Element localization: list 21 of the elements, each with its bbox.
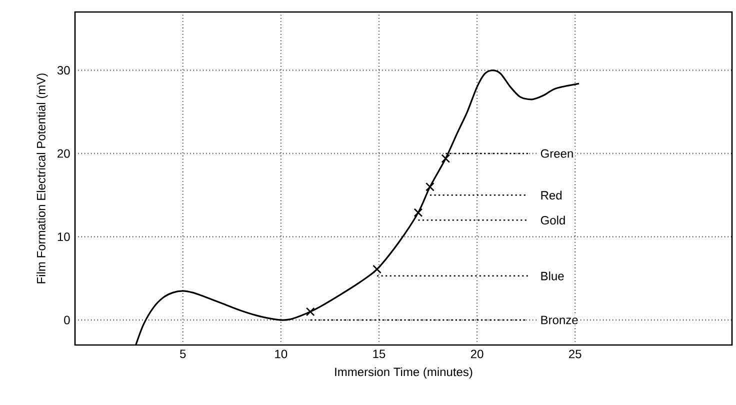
x-tick-label: 5 [180, 350, 186, 358]
point [426, 182, 434, 192]
x-tick-label: 25 [569, 350, 582, 358]
point [441, 154, 450, 163]
x-tick-label: 20 [470, 350, 484, 358]
x-tick-label: 10 [275, 350, 288, 358]
point [372, 264, 382, 274]
series-label: Gold [540, 216, 565, 225]
y-tick-label: 20 [58, 149, 70, 158]
x-axis-title: Immersion Time (minutes) [335, 367, 472, 379]
series-label: Bronze [541, 316, 578, 324]
y-tick-label: 0 [64, 316, 70, 324]
series-label: Green [540, 149, 573, 158]
series-label: Blue [541, 271, 564, 280]
point [306, 307, 315, 316]
y-tick-label: 10 [58, 232, 70, 242]
y-tick-label: 30 [57, 66, 70, 75]
point [414, 208, 423, 218]
series-label: Red [541, 190, 562, 200]
x-tick-label: 15 [373, 350, 386, 358]
y-axis-title: Film Formation Electrical Potential (mV) [36, 74, 48, 284]
